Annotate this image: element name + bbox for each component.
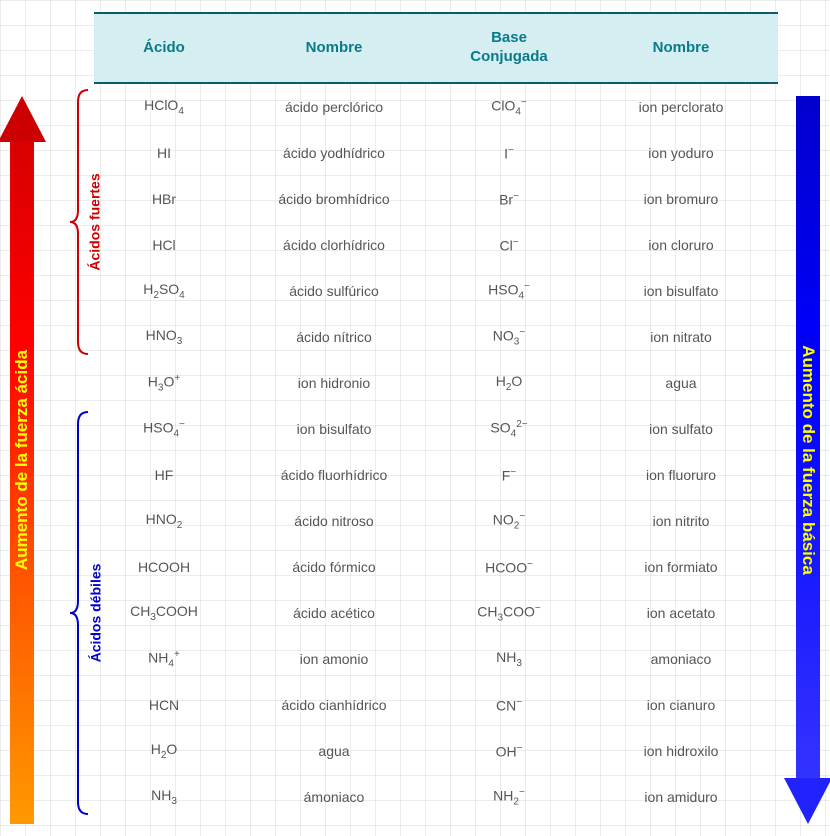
left-arrow-head xyxy=(0,96,46,142)
table-row: CH3COOHácido acéticoCH3COO−ion acetato xyxy=(94,590,778,636)
cell-acid_name: ácido cianhídrico xyxy=(234,697,434,713)
table-body: HClO4ácido perclóricoClO4−ion perclorato… xyxy=(94,84,778,820)
cell-base: NO2− xyxy=(434,511,584,531)
diagram-container: Aumento de la fuerza ácida Aumento de la… xyxy=(0,0,830,836)
cell-acid_name: ácido yodhídrico xyxy=(234,145,434,161)
right-arrow-head xyxy=(784,778,830,824)
right-arrow-label: Aumento de la fuerza básica xyxy=(798,345,818,575)
cell-acid_name: ácido nitroso xyxy=(234,513,434,529)
cell-base: SO42− xyxy=(434,419,584,439)
cell-base_name: ion bisulfato xyxy=(584,283,778,299)
header-base-name: Nombre xyxy=(584,39,778,58)
cell-base: CN− xyxy=(434,697,584,714)
cell-base: OH− xyxy=(434,743,584,760)
acid-base-table: Ácido Nombre BaseConjugada Nombre HClO4á… xyxy=(94,12,778,820)
table-row: HBrácido bromhídricoBr−ion bromuro xyxy=(94,176,778,222)
group-label: Ácidos fuertes xyxy=(87,173,103,270)
cell-acid: H2O xyxy=(94,741,234,761)
cell-base: NH2− xyxy=(434,787,584,807)
cell-base_name: agua xyxy=(584,375,778,391)
cell-acid: HCN xyxy=(94,697,234,713)
header-acid: Ácido xyxy=(94,39,234,58)
cell-acid_name: ácido bromhídrico xyxy=(234,191,434,207)
cell-base_name: ion acetato xyxy=(584,605,778,621)
cell-acid_name: ion amonio xyxy=(234,651,434,667)
cell-base_name: ion nitrito xyxy=(584,513,778,529)
cell-base: HSO4− xyxy=(434,281,584,301)
cell-acid_name: ácido nítrico xyxy=(234,329,434,345)
group-label: Ácidos débiles xyxy=(87,564,103,663)
cell-acid: HBr xyxy=(94,191,234,207)
table-row: HFácido fluorhídricoF−ion fluoruro xyxy=(94,452,778,498)
cell-acid: H3O+ xyxy=(94,373,234,393)
table-row: H2OaguaOH−ion hidroxilo xyxy=(94,728,778,774)
cell-base: I− xyxy=(434,145,584,162)
table-row: NH4+ion amonioNH3amoniaco xyxy=(94,636,778,682)
cell-base: F− xyxy=(434,467,584,484)
table-row: HSO4−ion bisulfatoSO42−ion sulfato xyxy=(94,406,778,452)
cell-acid_name: ion hidronio xyxy=(234,375,434,391)
cell-base_name: ion formiato xyxy=(584,559,778,575)
cell-acid_name: agua xyxy=(234,743,434,759)
cell-acid: HClO4 xyxy=(94,97,234,117)
header-base: BaseConjugada xyxy=(434,29,584,67)
cell-acid: H2SO4 xyxy=(94,281,234,301)
cell-base_name: ion yoduro xyxy=(584,145,778,161)
cell-acid: NH3 xyxy=(94,787,234,807)
cell-acid: HI xyxy=(94,145,234,161)
cell-base: H2O xyxy=(434,373,584,393)
cell-acid_name: ácido clorhídrico xyxy=(234,237,434,253)
cell-base: Br− xyxy=(434,191,584,208)
cell-acid: HCOOH xyxy=(94,559,234,575)
cell-acid: HNO3 xyxy=(94,327,234,347)
table-row: HNO3ácido nítricoNO3−ion nitrato xyxy=(94,314,778,360)
table-row: H2SO4ácido sulfúricoHSO4−ion bisulfato xyxy=(94,268,778,314)
cell-base_name: ion cloruro xyxy=(584,237,778,253)
left-arrow: Aumento de la fuerza ácida xyxy=(4,96,40,824)
left-arrow-label: Aumento de la fuerza ácida xyxy=(12,350,32,570)
cell-acid_name: ácido sulfúrico xyxy=(234,283,434,299)
table-row: HCNácido cianhídricoCN−ion cianuro xyxy=(94,682,778,728)
table-row: HClácido clorhídricoCl−ion cloruro xyxy=(94,222,778,268)
cell-base_name: ion nitrato xyxy=(584,329,778,345)
cell-acid: HSO4− xyxy=(94,419,234,439)
cell-acid: HNO2 xyxy=(94,511,234,531)
cell-acid: HCl xyxy=(94,237,234,253)
cell-base: NH3 xyxy=(434,649,584,669)
cell-acid: CH3COOH xyxy=(94,603,234,623)
table-row: HCOOHácido fórmicoHCOO−ion formiato xyxy=(94,544,778,590)
cell-base: NO3− xyxy=(434,327,584,347)
cell-base: CH3COO− xyxy=(434,603,584,623)
cell-base_name: ion perclorato xyxy=(584,99,778,115)
cell-base: HCOO− xyxy=(434,559,584,576)
cell-acid_name: ácido fórmico xyxy=(234,559,434,575)
cell-base_name: ion sulfato xyxy=(584,421,778,437)
cell-base_name: ion fluoruro xyxy=(584,467,778,483)
cell-acid_name: ácido perclórico xyxy=(234,99,434,115)
group-bracket: Ácidos fuertes xyxy=(52,88,92,356)
cell-acid: NH4+ xyxy=(94,649,234,669)
cell-base_name: amoniaco xyxy=(584,651,778,667)
cell-acid_name: ácido fluorhídrico xyxy=(234,467,434,483)
cell-acid: HF xyxy=(94,467,234,483)
header-acid-name: Nombre xyxy=(234,39,434,58)
cell-base_name: ion amiduro xyxy=(584,789,778,805)
cell-acid_name: ámoniaco xyxy=(234,789,434,805)
cell-acid_name: ion bisulfato xyxy=(234,421,434,437)
cell-base: ClO4− xyxy=(434,97,584,117)
table-row: HNO2ácido nitrosoNO2−ion nitrito xyxy=(94,498,778,544)
cell-base_name: ion hidroxilo xyxy=(584,743,778,759)
table-row: NH3ámoniacoNH2−ion amiduro xyxy=(94,774,778,820)
group-bracket: Ácidos débiles xyxy=(52,410,92,816)
table-row: H3O+ion hidronioH2Oagua xyxy=(94,360,778,406)
cell-acid_name: ácido acético xyxy=(234,605,434,621)
table-header-row: Ácido Nombre BaseConjugada Nombre xyxy=(94,12,778,84)
cell-base: Cl− xyxy=(434,237,584,254)
right-arrow: Aumento de la fuerza básica xyxy=(790,96,826,824)
cell-base_name: ion bromuro xyxy=(584,191,778,207)
table-row: HClO4ácido perclóricoClO4−ion perclorato xyxy=(94,84,778,130)
table-row: HIácido yodhídricoI−ion yoduro xyxy=(94,130,778,176)
cell-base_name: ion cianuro xyxy=(584,697,778,713)
